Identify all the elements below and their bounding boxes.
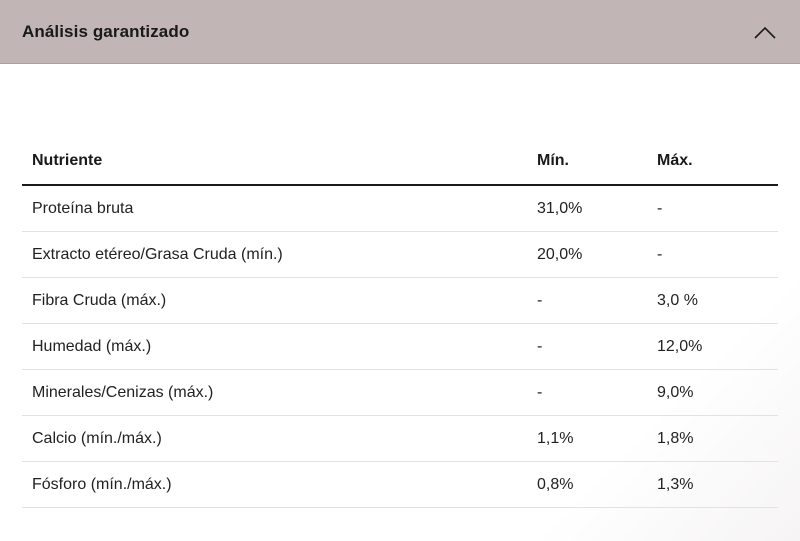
column-header-min: Mín. — [537, 138, 657, 186]
table-row: Minerales/Cenizas (máx.) - 9,0% — [22, 369, 778, 416]
nutrient-max: 9,0% — [657, 369, 778, 416]
nutrient-name: Extracto etéreo/Grasa Cruda (mín.) — [22, 231, 537, 278]
accordion-header[interactable]: Análisis garantizado — [0, 0, 800, 64]
table-header-row: Nutriente Mín. Máx. — [22, 138, 778, 186]
nutrient-max: - — [657, 231, 778, 278]
accordion-title: Análisis garantizado — [22, 21, 190, 41]
nutrient-table: Nutriente Mín. Máx. Proteína bruta 31,0%… — [22, 138, 778, 508]
nutrient-name: Minerales/Cenizas (máx.) — [22, 369, 537, 416]
chevron-up-icon[interactable] — [754, 25, 778, 39]
table-row: Fósforo (mín./máx.) 0,8% 1,3% — [22, 461, 778, 508]
nutrient-max: 1,8% — [657, 415, 778, 462]
table-row: Calcio (mín./máx.) 1,1% 1,8% — [22, 415, 778, 462]
nutrient-max: 3,0 % — [657, 277, 778, 324]
table-row: Extracto etéreo/Grasa Cruda (mín.) 20,0%… — [22, 231, 778, 278]
nutrient-name: Fibra Cruda (máx.) — [22, 277, 537, 324]
nutrient-min: - — [537, 323, 657, 370]
nutrient-name: Humedad (máx.) — [22, 323, 537, 370]
nutrient-name: Proteína bruta — [22, 185, 537, 232]
nutrient-table-container: Nutriente Mín. Máx. Proteína bruta 31,0%… — [22, 138, 778, 508]
table-row: Fibra Cruda (máx.) - 3,0 % — [22, 277, 778, 324]
nutrient-max: 1,3% — [657, 461, 778, 508]
nutrient-max: - — [657, 185, 778, 232]
nutrient-name: Fósforo (mín./máx.) — [22, 461, 537, 508]
nutrient-name: Calcio (mín./máx.) — [22, 415, 537, 462]
column-header-max: Máx. — [657, 138, 778, 186]
nutrient-min: 20,0% — [537, 231, 657, 278]
nutrient-min: 0,8% — [537, 461, 657, 508]
nutrient-max: 12,0% — [657, 323, 778, 370]
nutrient-min: 31,0% — [537, 185, 657, 232]
nutrient-min: - — [537, 277, 657, 324]
table-row: Humedad (máx.) - 12,0% — [22, 323, 778, 370]
nutrient-min: - — [537, 369, 657, 416]
table-row: Proteína bruta 31,0% - — [22, 185, 778, 232]
column-header-nutriente: Nutriente — [22, 138, 537, 186]
nutrient-min: 1,1% — [537, 415, 657, 462]
